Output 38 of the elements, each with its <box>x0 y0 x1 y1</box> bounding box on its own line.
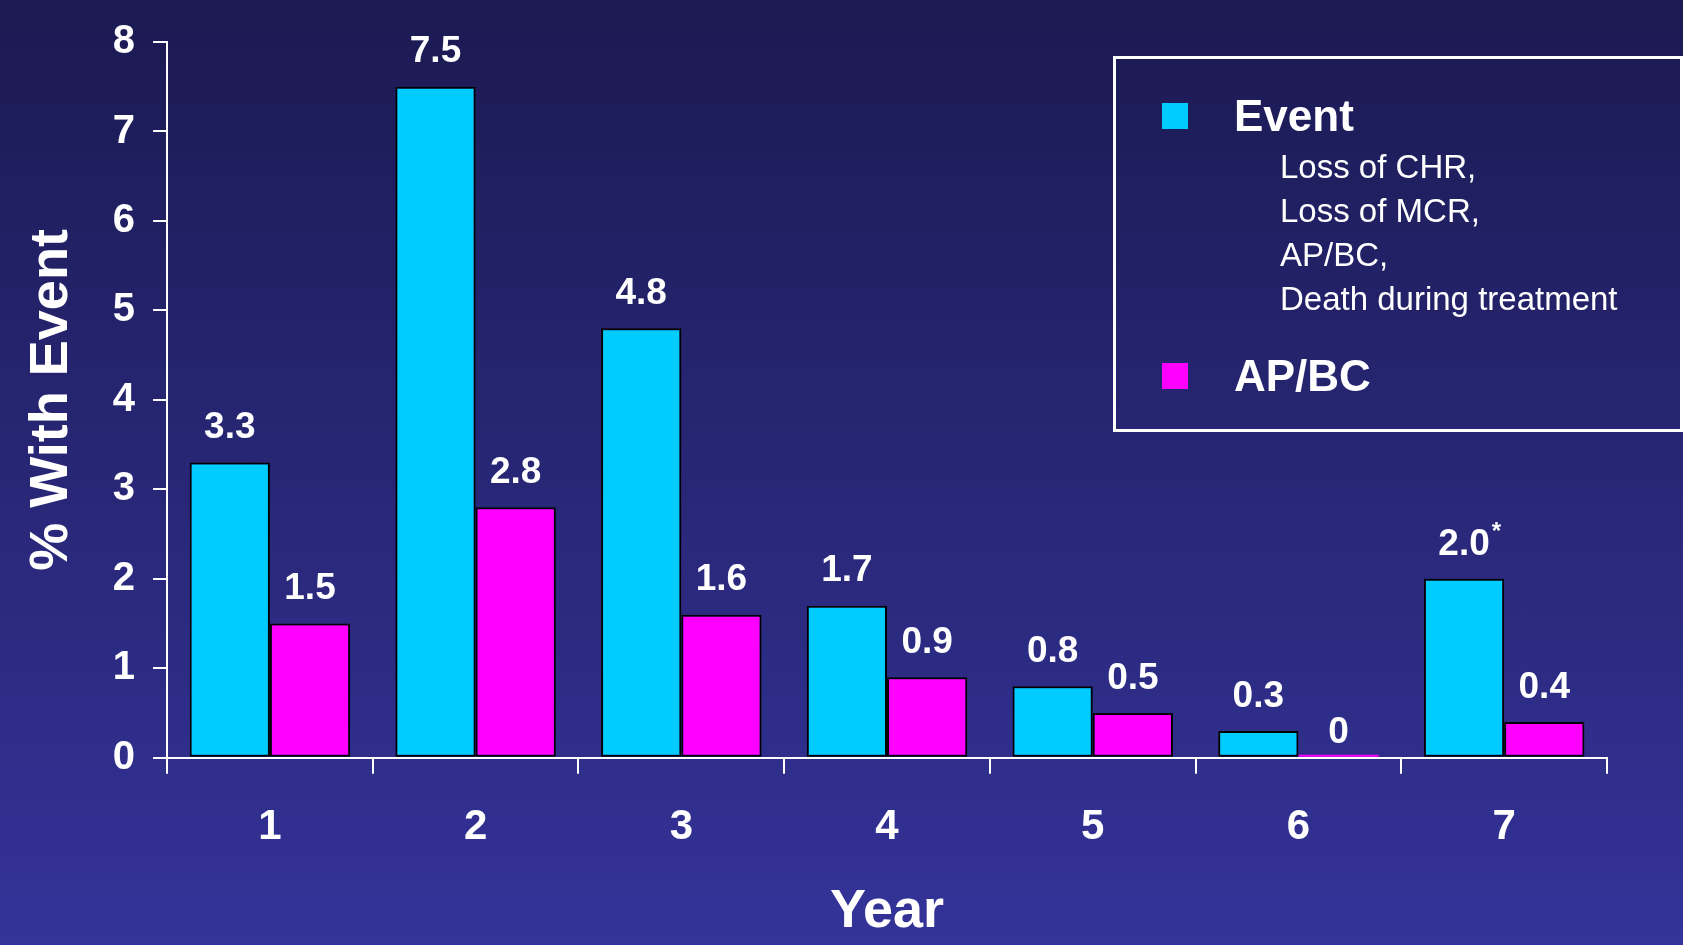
data-label: 3.3 <box>204 405 256 447</box>
y-tick-label: 0 <box>112 732 136 777</box>
x-tick-label: 1 <box>258 800 282 848</box>
x-tick-label: 7 <box>1492 800 1516 848</box>
annotation: Loss of CHR, <box>1280 147 1478 187</box>
data-label: 7.5 <box>409 29 462 71</box>
annotation: AP/BC, <box>1280 235 1390 275</box>
x-tick-label: 6 <box>1286 800 1311 848</box>
x-axis-title: Year <box>829 878 945 939</box>
x-tick-label: 4 <box>875 800 900 848</box>
data-label: 0.4 <box>1518 664 1571 706</box>
legend-label: AP/BC <box>1234 351 1371 401</box>
data-label: 1.7 <box>821 548 873 590</box>
x-tick-label: 5 <box>1081 800 1105 848</box>
y-tick-label: 1 <box>112 643 136 688</box>
data-label: 0.5 <box>1107 655 1159 697</box>
y-tick-label: 6 <box>112 195 136 240</box>
legend-label: Event <box>1234 91 1354 141</box>
data-label: 0.3 <box>1232 673 1285 715</box>
y-tick-label: 3 <box>112 464 136 509</box>
y-tick-label: 7 <box>112 106 136 151</box>
x-tick-label: 3 <box>669 800 693 848</box>
data-label: 0.9 <box>901 619 953 661</box>
annotation: Death during treatment <box>1280 279 1619 319</box>
data-label: 1.5 <box>284 566 336 608</box>
data-label: 2.8 <box>490 449 542 491</box>
data-label: 0.8 <box>1026 628 1079 670</box>
y-tick-label: 8 <box>112 17 136 62</box>
data-label: 1.6 <box>695 557 748 599</box>
y-tick-label: 5 <box>112 285 136 330</box>
data-label: 4.8 <box>615 271 667 313</box>
y-axis-title: % With Event <box>18 229 79 571</box>
annotation: Loss of MCR, <box>1280 191 1481 231</box>
data-label: 0 <box>1328 709 1349 751</box>
y-tick-label: 2 <box>112 553 136 598</box>
data-label: 2.0* <box>1438 517 1502 563</box>
x-tick-label: 2 <box>463 800 488 848</box>
y-tick-label: 4 <box>112 374 136 419</box>
